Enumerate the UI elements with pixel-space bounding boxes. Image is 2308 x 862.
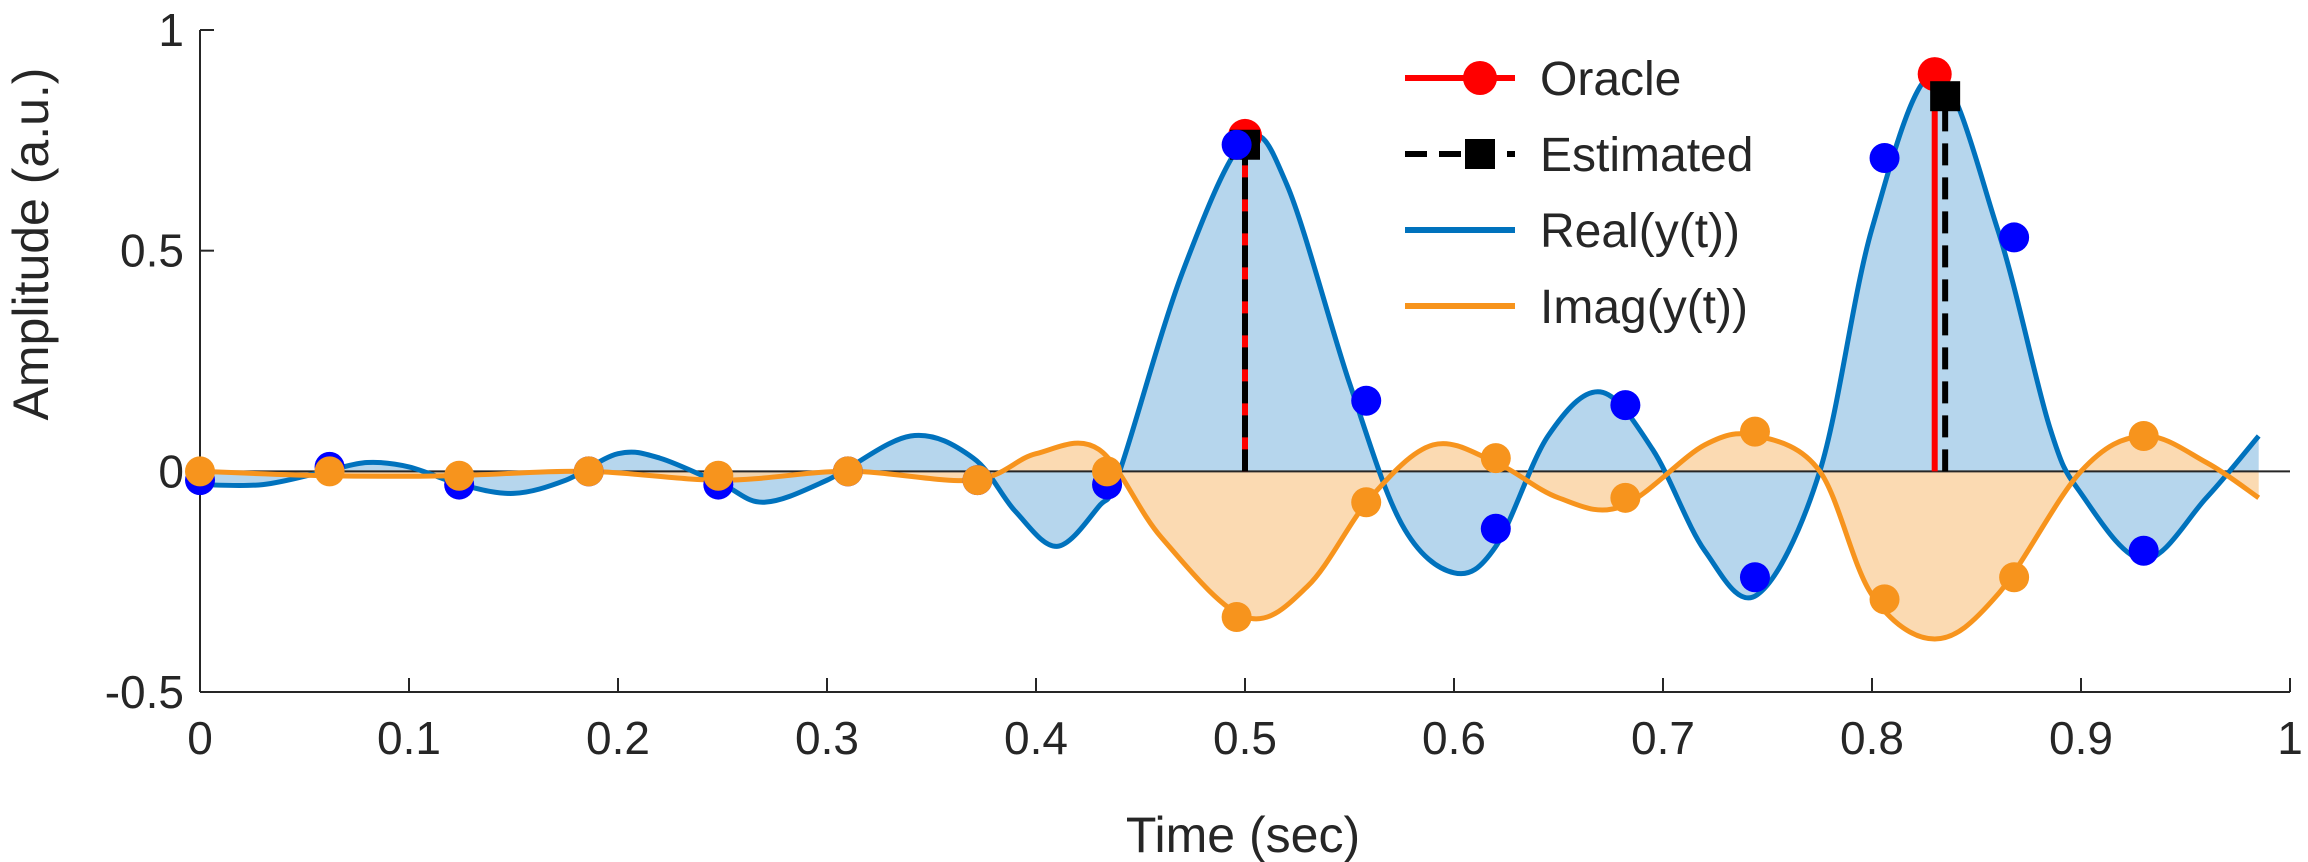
legend-imag-label: Imag(y(t)) [1540,281,1748,334]
legend-real-label: Real(y(t)) [1540,205,1740,258]
y-tick-label: 0 [158,445,184,497]
x-tick-label: 0.7 [1631,712,1695,764]
imag-sample-point [1092,456,1123,487]
x-tick-label: 0.4 [1004,712,1068,764]
x-tick-label: 0.5 [1213,712,1277,764]
imag-sample-point [962,465,993,496]
x-tick-label: 0 [187,712,213,764]
x-tick-label: 0.6 [1422,712,1486,764]
imag-sample-point [314,456,345,487]
real-area-fill [200,74,2259,598]
imag-sample-point [1351,487,1382,518]
imag-area-fill [200,433,2259,639]
imag-sample-point [2128,421,2159,452]
y-tick-label: 1 [158,4,184,56]
real-sample-point [1351,385,1382,416]
real-sample-point [1739,562,1770,593]
legend-estimated-label: Estimated [1540,129,1753,182]
y-tick-label: 0.5 [120,225,184,277]
x-tick-label: 1 [2277,712,2303,764]
legend-oracle-label: Oracle [1540,53,1681,106]
x-axis-label: Time (sec) [1126,807,1360,862]
real-sample-point [1221,129,1252,160]
imag-sample-point [1610,482,1641,513]
real-sample-point [2128,535,2159,566]
x-tick-label: 0.8 [1840,712,1904,764]
x-tick-label: 0.9 [2049,712,2113,764]
x-tick-label: 0.2 [586,712,650,764]
imag-sample-point [1869,584,1900,615]
imag-sample-point [444,460,475,491]
x-tick-label: 0.3 [795,712,859,764]
real-sample-point [1480,513,1511,544]
sample-points [185,129,2159,632]
legend-oracle-marker [1463,61,1497,95]
y-axis-label: Amplitude (a.u.) [3,68,59,421]
imag-sample-point [832,456,863,487]
real-sample-point [1999,222,2030,253]
imag-sample-point [1480,443,1511,474]
tick-labels: 0 0.1 0.2 0.3 0.4 0.5 0.6 0.7 0.8 0.9 1-0.500.51 [105,4,2303,764]
imag-sample-point [1739,416,1770,447]
imag-sample-point [185,456,215,487]
real-sample-point [1610,390,1641,421]
estimated-marker [1930,81,1961,112]
legend-estimated-marker [1465,139,1495,169]
imag-sample-point [703,460,734,491]
imag-sample-point [1221,601,1252,632]
imag-sample-point [573,456,604,487]
imag-sample-point [1999,562,2030,593]
x-tick-label: 0.1 [377,712,441,764]
y-tick-label: -0.5 [105,666,184,718]
legend: Oracle Estimated Real(y(t)) Imag(y(t)) [1405,53,1753,334]
real-sample-point [1869,142,1900,173]
area-fills [200,74,2259,639]
